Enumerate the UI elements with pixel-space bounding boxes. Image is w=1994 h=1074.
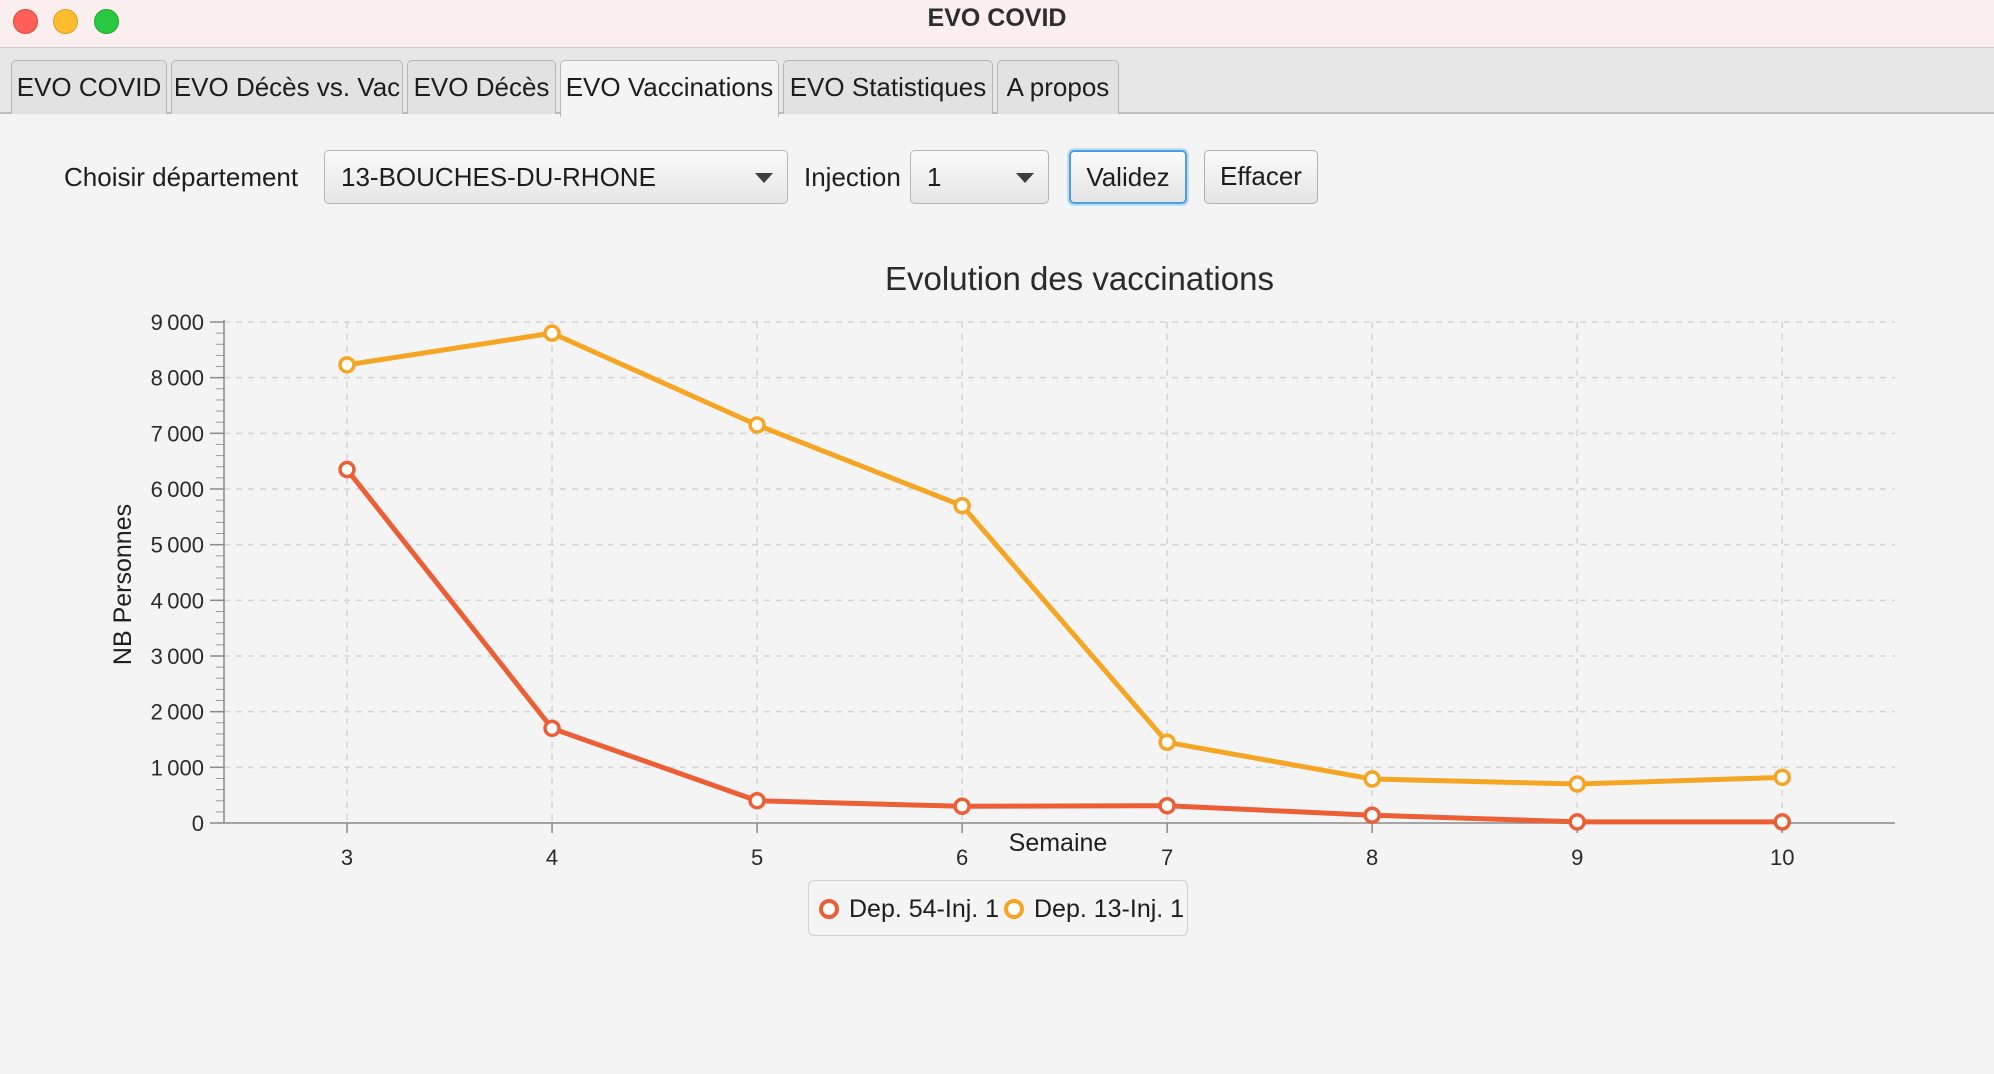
departement-select[interactable]: 13-BOUCHES-DU-RHONE	[324, 150, 788, 204]
chart-title: Evolution des vaccinations	[885, 260, 1274, 297]
minimize-window-button[interactable]	[53, 9, 78, 34]
y-tick-label: 6 000	[151, 477, 204, 502]
tab-a-propos[interactable]: A propos	[997, 60, 1119, 114]
x-tick-label: 4	[546, 845, 558, 870]
y-tick-label: 8 000	[151, 366, 204, 391]
data-point-dep54	[1568, 813, 1586, 831]
tab-bar: EVO COVID EVO Décès vs. Vac EVO Décès EV…	[0, 48, 1994, 117]
data-point-dep13	[953, 496, 971, 515]
y-tick-label: 9 000	[151, 310, 204, 335]
data-point-dep54	[338, 460, 356, 479]
y-tick-label: 1 000	[151, 755, 204, 780]
injection-select-value: 1	[927, 162, 942, 192]
tab-evo-deces-vs-vac[interactable]: EVO Décès vs. Vac	[171, 60, 403, 114]
data-point-dep54	[1773, 813, 1791, 831]
tab-evo-statistiques[interactable]: EVO Statistiques	[783, 60, 993, 114]
close-window-button[interactable]	[13, 9, 38, 34]
x-tick-label: 8	[1366, 845, 1378, 870]
series-line-dep54	[345, 467, 1783, 825]
tab-evo-covid[interactable]: EVO COVID	[11, 60, 167, 114]
window-titlebar: EVO COVID	[0, 0, 1994, 48]
y-axis-label: NB Personnes	[109, 504, 137, 665]
series-line-dep13	[346, 330, 1783, 787]
x-axis-label: Semaine	[1009, 829, 1108, 857]
data-point-dep13	[338, 356, 356, 374]
legend-label-dep13: Dep. 13-Inj. 1	[1034, 895, 1185, 923]
x-tick-label: 10	[1770, 845, 1794, 870]
y-tick-label: 2 000	[151, 700, 204, 725]
data-point-dep13	[1773, 768, 1791, 787]
injection-select[interactable]: 1	[910, 150, 1049, 204]
window-title: EVO COVID	[927, 4, 1067, 32]
data-point-dep54	[543, 719, 561, 738]
legend-label-dep54: Dep. 54-Inj. 1	[849, 895, 1000, 923]
chevron-down-icon	[755, 173, 773, 183]
legend-marker-dep13	[1004, 899, 1024, 919]
departement-select-value: 13-BOUCHES-DU-RHONE	[341, 162, 656, 192]
data-point-dep54	[748, 791, 766, 810]
x-tick-label: 7	[1161, 845, 1173, 870]
clear-button[interactable]: Effacer	[1204, 150, 1318, 204]
y-tick-label: 0	[192, 811, 204, 836]
tab-evo-deces[interactable]: EVO Décès	[407, 60, 556, 114]
data-point-dep13	[1568, 775, 1586, 793]
y-tick-label: 5 000	[151, 533, 204, 558]
x-tick-label: 3	[341, 845, 353, 870]
y-tick-label: 4 000	[151, 588, 204, 613]
y-tick-label: 3 000	[151, 644, 204, 669]
data-point-dep54	[1363, 806, 1381, 824]
tab-evo-vaccinations[interactable]: EVO Vaccinations	[560, 60, 779, 117]
x-tick-label: 5	[751, 845, 763, 870]
data-point-dep13	[1158, 733, 1176, 752]
injection-label: Injection	[804, 162, 901, 192]
validate-button[interactable]: Validez	[1069, 150, 1187, 204]
chart-legend: Dep. 54-Inj. 1 Dep. 13-Inj. 1	[808, 880, 1188, 936]
maximize-window-button[interactable]	[94, 9, 119, 34]
data-point-dep13	[1363, 770, 1381, 788]
x-tick-label: 9	[1571, 845, 1583, 870]
x-tick-label: 6	[956, 845, 968, 870]
y-tick-label: 7 000	[151, 421, 204, 446]
departement-label: Choisir département	[64, 162, 299, 192]
data-point-dep54	[953, 797, 971, 816]
data-point-dep13	[748, 416, 766, 434]
legend-marker-dep54	[819, 899, 839, 919]
chevron-down-icon	[1016, 173, 1034, 183]
data-point-dep13	[543, 324, 561, 342]
data-point-dep54	[1158, 796, 1176, 815]
